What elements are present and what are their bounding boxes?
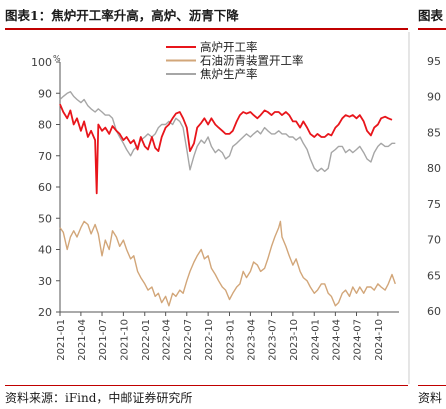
next-figure-title: 图表 [418, 8, 444, 23]
x-tick-label: 2022-07 [183, 319, 194, 361]
right-y-tick-label: 85 [427, 126, 441, 139]
y-tick-label: 80 [38, 119, 52, 132]
x-tick-label: 2023-10 [289, 319, 300, 361]
x-tick-label: 2022-10 [204, 319, 215, 361]
x-tick-label: 2023-04 [246, 319, 257, 361]
x-tick-label: 2024-01 [310, 319, 321, 361]
title-rule [5, 28, 408, 30]
x-tick-label: 2024-07 [353, 319, 364, 361]
source-note: 资料来源：iFind，中邮证券研究所 [5, 391, 193, 405]
next-title-rule [418, 28, 446, 30]
main-chart-x-axis: 2021-01 2021-04 2021-07 2021-10 2022-01 2022-… [56, 311, 399, 361]
x-tick-label: 2024-10 [374, 319, 385, 361]
main-chart-series [59, 91, 396, 307]
y-tick-label: 60 [38, 181, 52, 194]
figure-title: 图表1：焦炉开工率升高，高炉、沥青下降 [5, 8, 239, 23]
x-tick-label: 2024-04 [331, 319, 342, 361]
y-tick-label: 70 [38, 150, 52, 163]
source-rule [5, 385, 408, 386]
y-tick-label: 30 [38, 275, 52, 288]
y-unit-label: % [53, 54, 61, 63]
legend-label: 石油沥青装置开工率 [200, 54, 304, 68]
right-y-tick-label: 65 [427, 269, 441, 282]
x-tick-label: 2021-10 [119, 319, 130, 361]
x-tick-label: 2021-07 [98, 319, 109, 361]
y-tick-label: 20 [38, 306, 52, 319]
right-y-tick-label: 90 [427, 91, 441, 104]
right-y-tick-label: 75 [427, 198, 441, 211]
y-tick-label: 100 [31, 56, 52, 69]
right-y-tick-label: 60 [427, 305, 441, 318]
next-source-rule [418, 385, 446, 386]
main-chart-y-axis: 20 30 40 50 60 70 80 90 100% [31, 54, 61, 319]
y-tick-label: 40 [38, 244, 52, 257]
x-tick-label: 2021-01 [56, 319, 67, 361]
series-line-2 [59, 220, 396, 307]
right-y-tick-label: 95 [427, 55, 441, 68]
y-tick-label: 50 [38, 212, 52, 225]
x-tick-label: 2023-01 [226, 319, 237, 361]
second-chart-y-axis: 60 65 70 75 80 85 90 95 [427, 55, 441, 318]
right-y-tick-label: 80 [427, 162, 441, 175]
x-tick-label: 2021-04 [77, 319, 88, 361]
x-tick-label: 2022-04 [162, 319, 173, 361]
y-tick-label: 90 [38, 87, 52, 100]
series-line-1 [59, 103, 393, 195]
right-y-tick-label: 70 [427, 234, 441, 247]
x-tick-label: 2023-07 [268, 319, 279, 361]
legend-label: 高炉开工率 [200, 40, 258, 54]
x-tick-label: 2022-01 [141, 319, 152, 361]
next-source-note: 资料 [418, 391, 443, 405]
legend-label: 焦炉生产率 [200, 67, 258, 81]
